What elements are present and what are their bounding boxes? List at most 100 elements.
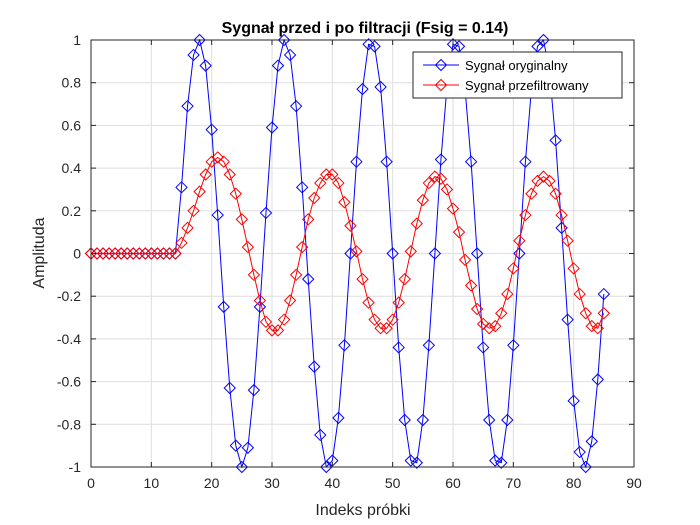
data-point bbox=[308, 191, 321, 205]
data-point bbox=[295, 181, 309, 194]
data-point bbox=[314, 428, 327, 442]
data-point bbox=[555, 221, 568, 235]
data-point bbox=[314, 176, 327, 190]
data-point bbox=[543, 174, 556, 188]
data-point bbox=[452, 225, 466, 239]
data-point bbox=[549, 134, 562, 147]
data-point bbox=[332, 411, 345, 425]
data-point bbox=[241, 441, 255, 454]
data-point bbox=[193, 185, 206, 198]
data-point bbox=[464, 279, 478, 292]
y-tick-label: 0.2 bbox=[62, 203, 82, 219]
data-point bbox=[489, 319, 502, 333]
data-point bbox=[90, 247, 104, 260]
chart-title: Sygnał przed i po filtracji (Fsig = 0.14… bbox=[222, 20, 509, 37]
data-point bbox=[404, 245, 417, 258]
data-point bbox=[410, 217, 424, 230]
legend-box bbox=[412, 51, 623, 99]
data-point bbox=[301, 272, 315, 286]
data-point bbox=[301, 213, 315, 226]
data-point bbox=[434, 153, 448, 166]
data-point bbox=[151, 247, 164, 260]
data-point bbox=[422, 339, 436, 352]
x-tick-label: 30 bbox=[264, 475, 280, 491]
ticks bbox=[90, 39, 635, 468]
data-point bbox=[265, 324, 279, 337]
data-point bbox=[247, 383, 261, 397]
data-point bbox=[344, 247, 357, 260]
tick-labels: 0 10 20 30 40 50 60 70 80 90 -1 -0.8 -0.6 -0.4 -0.2 0 0.… bbox=[57, 32, 642, 491]
data-point bbox=[591, 322, 605, 335]
data-point bbox=[507, 262, 520, 275]
data-point bbox=[229, 439, 243, 452]
data-point bbox=[476, 317, 490, 331]
data-point bbox=[380, 155, 393, 168]
data-point bbox=[289, 99, 303, 113]
data-point bbox=[96, 247, 110, 260]
data-point bbox=[344, 219, 357, 232]
data-point bbox=[253, 294, 267, 307]
data-point bbox=[362, 38, 375, 51]
x-tick-label: 60 bbox=[445, 475, 461, 491]
data-point bbox=[446, 38, 460, 51]
x-tick-label: 10 bbox=[144, 475, 160, 491]
data-point bbox=[120, 247, 134, 260]
data-point bbox=[404, 454, 417, 467]
data-point bbox=[265, 121, 279, 134]
data-point bbox=[386, 313, 399, 326]
data-point bbox=[573, 445, 586, 459]
data-point bbox=[501, 413, 514, 427]
x-tick-label: 20 bbox=[204, 475, 220, 491]
data-point bbox=[501, 287, 514, 301]
data-point bbox=[585, 435, 598, 448]
data-point bbox=[326, 168, 339, 181]
data-point bbox=[398, 272, 411, 286]
data-point bbox=[175, 236, 188, 250]
x-tick-label: 50 bbox=[385, 475, 401, 491]
data-point bbox=[289, 268, 303, 282]
x-tick-label: 90 bbox=[626, 475, 642, 491]
x-tick-label: 40 bbox=[325, 475, 341, 491]
data-point bbox=[356, 272, 369, 286]
data-point bbox=[561, 234, 574, 247]
legend: Sygnał oryginalny Sygnał przefiltrowany bbox=[412, 51, 623, 99]
data-point bbox=[470, 302, 484, 316]
y-axis-label: Amplituda bbox=[31, 217, 48, 288]
data-point bbox=[259, 206, 273, 220]
data-point bbox=[597, 307, 611, 320]
data-point bbox=[217, 300, 230, 314]
data-point bbox=[579, 307, 592, 320]
data-point bbox=[398, 413, 411, 427]
series-2 bbox=[84, 151, 611, 337]
data-point bbox=[139, 247, 152, 260]
data-point bbox=[181, 221, 194, 235]
data-point bbox=[368, 313, 381, 326]
data-point bbox=[446, 202, 460, 215]
data-point bbox=[537, 170, 550, 183]
data-point bbox=[579, 460, 592, 474]
data-point bbox=[211, 208, 224, 222]
y-tick-label: 0.4 bbox=[62, 160, 82, 176]
data-point bbox=[507, 339, 520, 352]
data-point bbox=[187, 204, 200, 218]
data-point bbox=[163, 247, 176, 260]
y-tick-label: -0.4 bbox=[57, 331, 81, 347]
data-point bbox=[253, 300, 267, 314]
data-point bbox=[181, 99, 194, 113]
data-point bbox=[199, 59, 212, 72]
data-point bbox=[392, 341, 405, 354]
data-point bbox=[555, 208, 568, 222]
legend-label: Sygnał przefiltrowany bbox=[465, 78, 589, 93]
x-tick-label: 70 bbox=[506, 475, 522, 491]
data-point bbox=[217, 155, 230, 168]
data-point bbox=[271, 59, 285, 72]
y-tick-label: -0.2 bbox=[57, 288, 81, 304]
data-point bbox=[489, 454, 502, 467]
data-point bbox=[114, 247, 128, 260]
data-point bbox=[223, 168, 236, 181]
data-point bbox=[277, 313, 291, 326]
data-point bbox=[386, 247, 399, 260]
data-point bbox=[416, 413, 430, 427]
data-point bbox=[338, 196, 351, 209]
